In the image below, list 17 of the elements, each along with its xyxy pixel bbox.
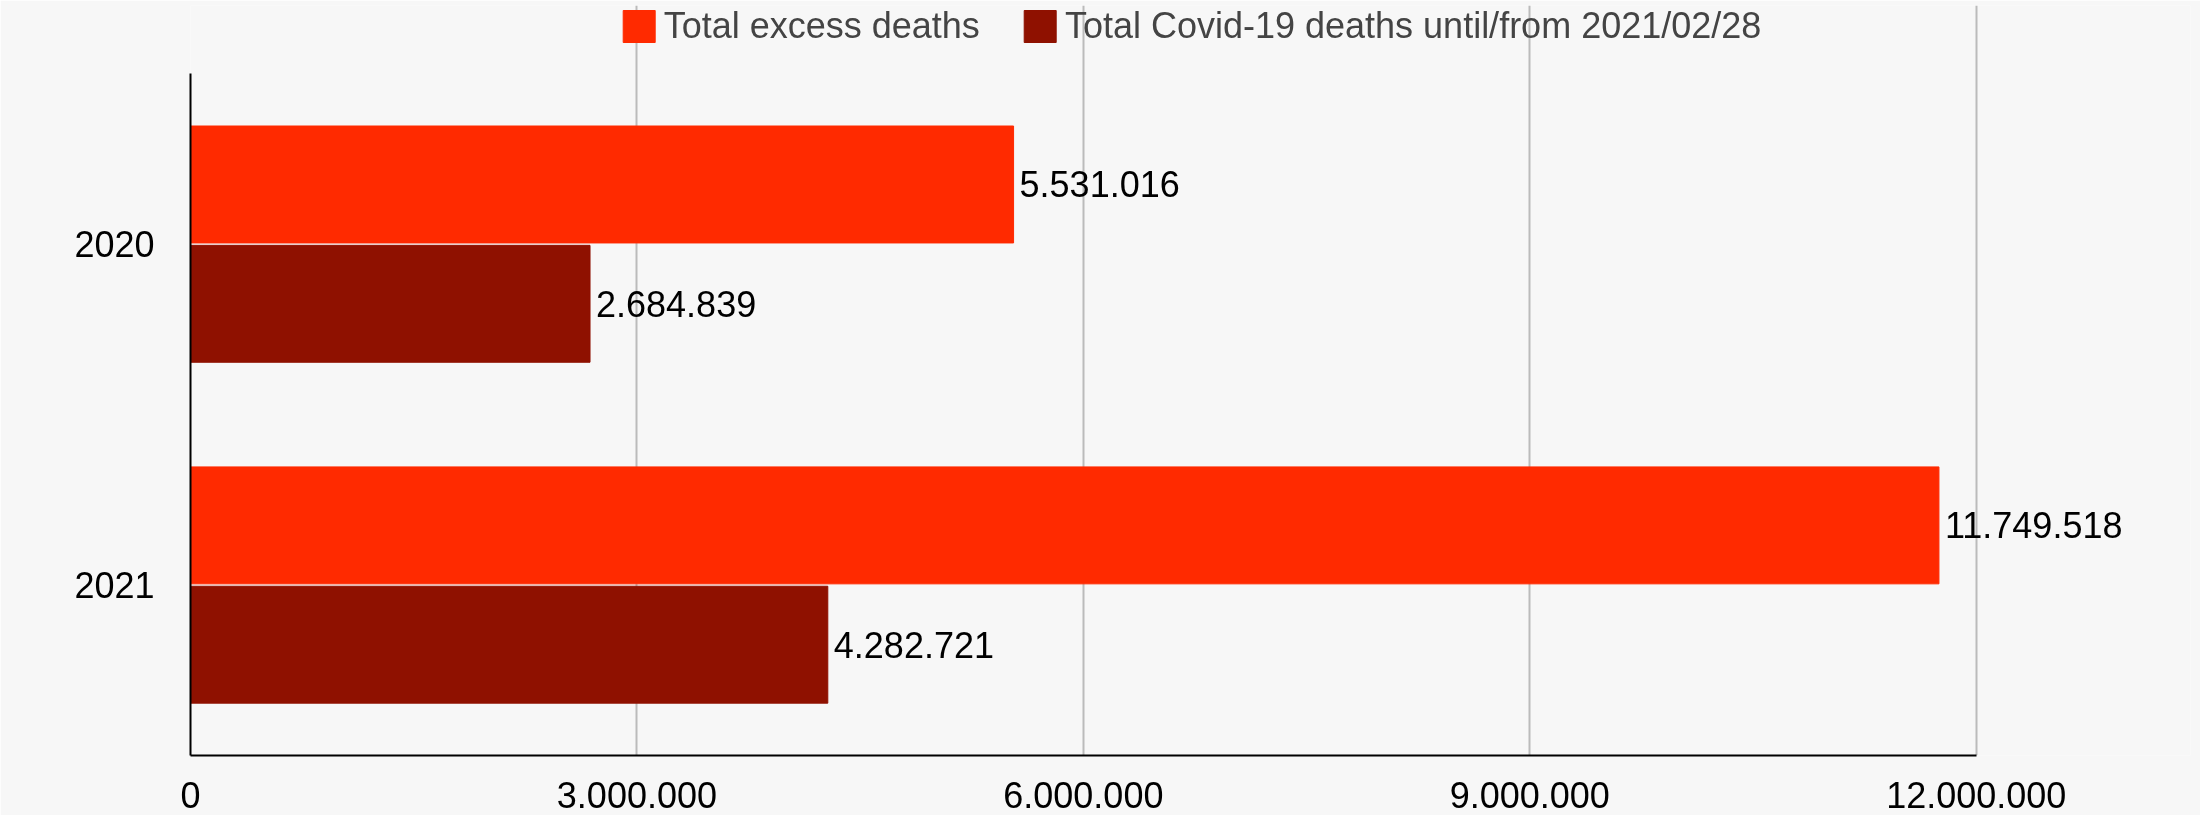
x-tick-label: 3.000.000 [556, 774, 718, 816]
data-label: 11.749.518 [1944, 505, 2123, 547]
x-tick-label: 12.000.000 [1886, 774, 2067, 816]
legend-label: Total Covid-19 deaths until/from 2021/02/28 [1064, 5, 1762, 47]
bar [190, 466, 1940, 585]
y-tick-label: 2020 [74, 224, 155, 266]
x-tick-label: 6.000.000 [1003, 774, 1164, 816]
bar [190, 585, 829, 704]
y-tick-label: 2021 [74, 565, 155, 607]
bar [190, 244, 591, 363]
bar [190, 125, 1015, 244]
legend-label: Total excess deaths [663, 5, 980, 47]
data-label: 4.282.721 [833, 624, 994, 666]
x-tick-label: 0 [180, 774, 201, 816]
x-tick-label: 9.000.000 [1449, 774, 1610, 816]
data-label: 5.531.016 [1019, 164, 1180, 206]
data-label: 2.684.839 [596, 283, 757, 325]
